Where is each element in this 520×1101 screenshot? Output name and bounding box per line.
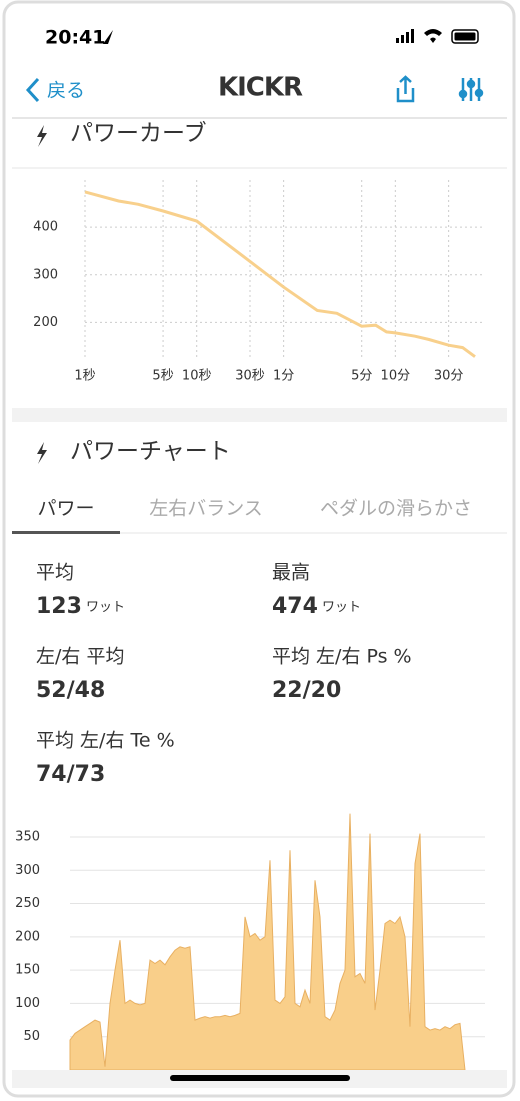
x-tick-label: 1分	[273, 369, 294, 384]
x-tick-label: 10秒	[182, 369, 212, 384]
section-title: パワーチャート	[70, 439, 231, 465]
y-tick-label: 300	[15, 863, 40, 878]
stat-value: 474 ワット	[272, 594, 361, 619]
x-tick-label: 5分	[351, 369, 372, 384]
signal-icon	[396, 29, 414, 43]
stat-value: 52/48	[36, 678, 105, 703]
stat-label: 平均 左/右 Ps %	[272, 646, 412, 668]
stat-number: 123	[36, 594, 82, 619]
stat-number: 474	[272, 594, 318, 619]
status-time: 20:41	[45, 27, 105, 49]
power-curve-line	[84, 190, 476, 358]
y-tick-label: 100	[15, 996, 40, 1011]
tab[interactable]: パワー	[37, 498, 94, 520]
y-tick-label: 250	[15, 896, 40, 911]
bolt-icon	[37, 442, 47, 464]
stat-label: 最高	[272, 562, 310, 584]
power-area	[69, 813, 466, 1071]
battery-icon	[451, 29, 479, 44]
tab[interactable]: 左右バランス	[149, 498, 263, 520]
section-gap	[12, 408, 507, 422]
y-tick-label: 400	[33, 220, 58, 235]
wifi-icon	[424, 29, 442, 43]
stat-label: 平均 左/右 Te %	[36, 730, 175, 752]
location-icon	[103, 30, 113, 44]
settings-button[interactable]	[458, 78, 484, 101]
y-tick-label: 200	[15, 929, 40, 944]
section-title: パワーカーブ	[70, 121, 207, 147]
tab[interactable]: ペダルの滑らかさ	[320, 498, 472, 520]
stat-value: 123 ワット	[36, 594, 125, 619]
back-chevron[interactable]	[25, 77, 40, 103]
tab-indicator	[12, 531, 120, 534]
x-tick-label: 30分	[434, 369, 464, 384]
battery-level	[454, 32, 476, 41]
y-tick-label: 200	[33, 315, 58, 330]
home-indicator	[170, 1075, 350, 1081]
x-tick-label: 10分	[381, 369, 411, 384]
stat-unit: ワット	[322, 600, 361, 615]
back-button[interactable]: 戻る	[47, 80, 85, 102]
stat-unit: ワット	[86, 600, 125, 615]
y-tick-label: 50	[23, 1029, 40, 1044]
y-tick-label: 350	[15, 829, 40, 844]
y-tick-label: 150	[15, 963, 40, 978]
x-tick-label: 30秒	[235, 369, 265, 384]
stat-label: 平均	[36, 562, 74, 584]
stat-label: 左/右 平均	[36, 646, 124, 668]
stat-value: 74/73	[36, 762, 105, 787]
power-curve-chart: 200 300 400 1秒 5秒 10秒 30秒 1分 5分 10分 30分	[33, 180, 485, 384]
bolt-icon	[37, 125, 47, 147]
y-tick-label: 300	[33, 267, 58, 282]
x-tick-label: 1秒	[74, 369, 95, 384]
x-tick-label: 5秒	[152, 369, 173, 384]
power-area-chart: 50 100 150 200 250 300 350	[15, 813, 485, 1071]
stat-value: 22/20	[272, 678, 341, 703]
share-button[interactable]	[396, 75, 415, 103]
nav-title: KICKR	[218, 73, 303, 103]
